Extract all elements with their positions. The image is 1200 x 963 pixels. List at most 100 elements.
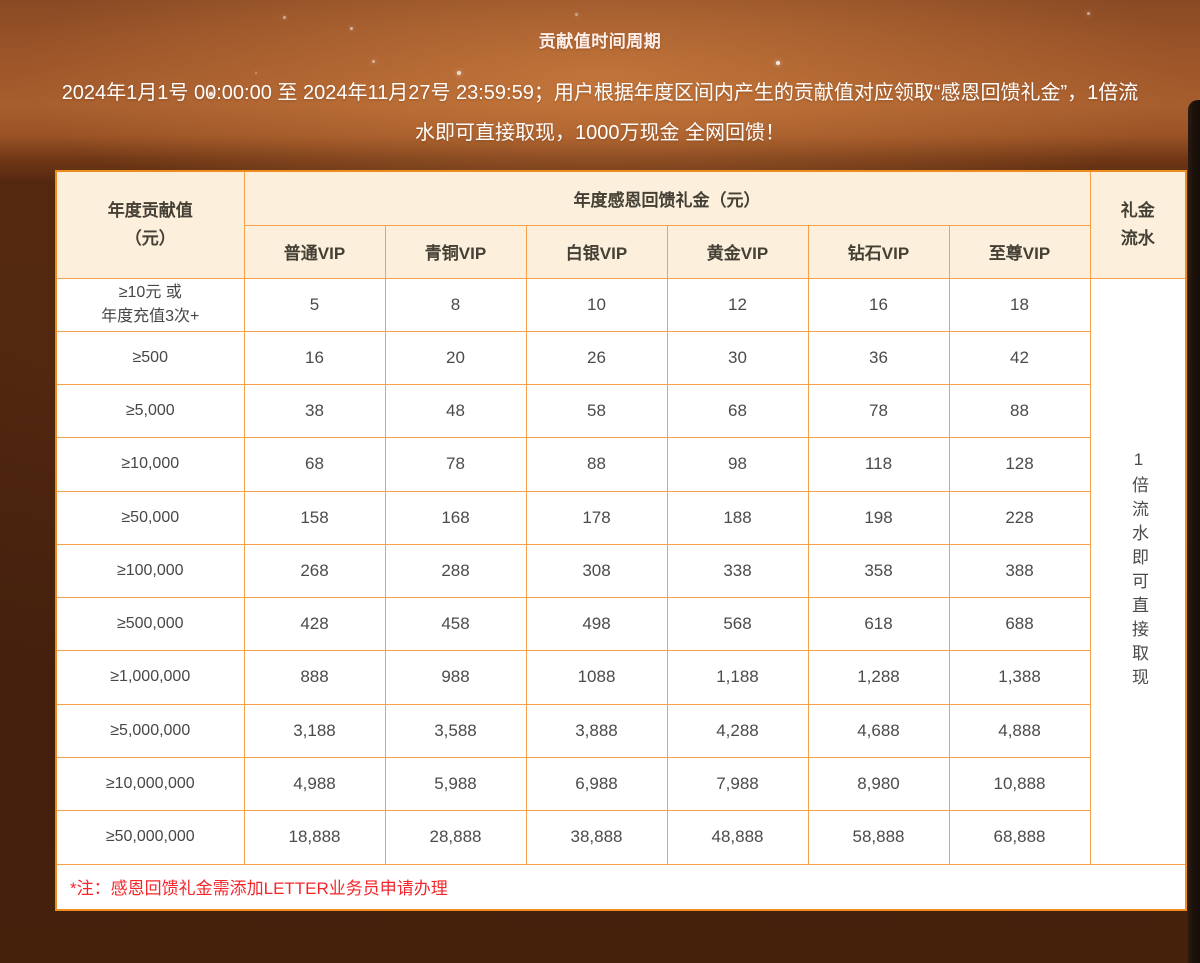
reward-cell: 1,388 [948,650,1091,705]
table-row: ≥10元 或 年度充值3次+ 5 8 10 12 16 18 1倍流水即可直接取现 [55,277,1187,865]
flow-note-text: 1倍流水即可直接取现 [1128,450,1148,692]
reward-cell: 428 [243,597,386,652]
vip-level-header: 白银VIP [525,224,668,279]
reward-cell: 88 [948,384,1091,439]
table-row: ≥5,000,000 3,188 3,588 3,888 4,288 4,688 4,888 [55,703,1186,758]
reward-cell: 4,988 [243,756,386,812]
reward-cell: 5 [243,277,386,332]
reward-cell: 3,588 [384,703,527,758]
reward-cell: 3,888 [525,703,668,758]
table-row: ≥500 16 20 26 30 36 42 [55,330,1186,386]
reward-cell: 988 [384,650,527,705]
reward-cell: 158 [243,490,386,545]
reward-cell: 388 [948,543,1091,599]
reward-cell: 98 [666,437,809,492]
reward-cell: 68 [666,384,809,439]
footnote-row: *注：感恩回馈礼金需添加LETTER业务员申请办理 [55,863,1187,911]
reward-cell: 58 [525,384,668,439]
reward-cell: 358 [807,543,950,599]
reward-cell: 1,188 [666,650,809,705]
reward-cell: 118 [807,437,950,492]
reward-cell: 58,888 [807,810,950,865]
reward-cell: 338 [666,543,809,599]
reward-cell: 38 [243,384,386,439]
sparkle-dot [350,27,353,30]
tier-cell: ≥10,000,000 [55,756,245,812]
reward-cell: 30 [666,330,809,386]
sparkle-dot [255,72,257,74]
reward-cell: 16 [807,277,950,332]
flow-column-header: 礼金 流水 [1089,170,1187,279]
page-title: 贡献值时间周期 [538,32,662,51]
reward-cell: 42 [948,330,1091,386]
reward-cell: 78 [807,384,950,439]
tier-cell: ≥1,000,000 [55,650,245,705]
reward-cell: 458 [384,597,527,652]
reward-cell: 688 [948,597,1091,652]
table-row: ≥10,000 68 78 88 98 118 128 [55,437,1186,492]
vip-level-header: 黄金VIP [666,224,809,279]
reward-cell: 6,988 [525,756,668,812]
tier-cell: ≥5,000,000 [55,703,245,758]
reward-cell: 188 [666,490,809,545]
tier-cell: ≥5,000 [55,384,245,439]
reward-cell: 128 [948,437,1091,492]
table-row: ≥500,000 428 458 498 568 618 688 [55,597,1186,652]
flow-note-cell: 1倍流水即可直接取现 [1089,277,1187,865]
table-row: ≥10,000,000 4,988 5,988 6,988 7,988 8,980 10,8… [55,756,1186,812]
sparkle-dot [372,60,375,63]
tier-cell: ≥500,000 [55,597,245,652]
vip-level-header: 普通VIP [243,224,386,279]
reward-cell: 8 [384,277,527,332]
reward-cell: 228 [948,490,1091,545]
tier-cell: ≥100,000 [55,543,245,599]
reward-cell: 268 [243,543,386,599]
reward-cell: 36 [807,330,950,386]
sparkle-dot [575,13,578,16]
reward-cell: 4,688 [807,703,950,758]
tier-cell: ≥50,000,000 [55,810,245,865]
reward-cell: 7,988 [666,756,809,812]
reward-cell: 4,288 [666,703,809,758]
table-row: ≥100,000 268 288 308 338 358 388 [55,543,1186,599]
reward-cell: 20 [384,330,527,386]
reward-cell: 1088 [525,650,668,705]
table-row: ≥50,000 158 168 178 188 198 228 [55,490,1186,545]
table-row: ≥1,000,000 888 988 1088 1,188 1,288 1,388 [55,650,1186,705]
tier-cell: ≥10,000 [55,437,245,492]
reward-cell: 288 [384,543,527,599]
reward-cell: 8,980 [807,756,950,812]
sparkle-dot [283,16,286,19]
vip-level-header: 青铜VIP [384,224,527,279]
rewards-span-header: 年度感恩回馈礼金（元） [243,170,1091,226]
table-row: ≥5,000 38 48 58 68 78 88 [55,384,1186,439]
reward-cell: 178 [525,490,668,545]
vip-level-header: 至尊VIP [948,224,1091,279]
right-edge-panel [1188,100,1200,963]
reward-cell: 198 [807,490,950,545]
reward-cell: 618 [807,597,950,652]
reward-cell: 26 [525,330,668,386]
reward-cell: 4,888 [948,703,1091,758]
sparkle-dot [776,61,780,65]
reward-cell: 48,888 [666,810,809,865]
rewards-table: 年度贡献值 （元） 年度感恩回馈礼金（元） 礼金 流水 普通VIP 青铜VIP 白银… [55,170,1188,911]
reward-cell: 498 [525,597,668,652]
tier-cell: ≥50,000 [55,490,245,545]
sparkle-dot [1087,12,1090,15]
reward-cell: 168 [384,490,527,545]
sparkle-dot [457,71,461,75]
promo-description: 2024年1月1号 00:00:00 至 2024年11月27号 23:59:5… [61,82,1139,144]
reward-cell: 78 [384,437,527,492]
reward-cell: 308 [525,543,668,599]
reward-cell: 18 [948,277,1091,332]
reward-cell: 5,988 [384,756,527,812]
tier-column-header: 年度贡献值 （元） [55,170,245,279]
reward-cell: 16 [243,330,386,386]
reward-cell: 10,888 [948,756,1091,812]
reward-cell: 1,288 [807,650,950,705]
reward-cell: 888 [243,650,386,705]
footnote: *注：感恩回馈礼金需添加LETTER业务员申请办理 [55,863,1187,911]
reward-cell: 68,888 [948,810,1091,865]
